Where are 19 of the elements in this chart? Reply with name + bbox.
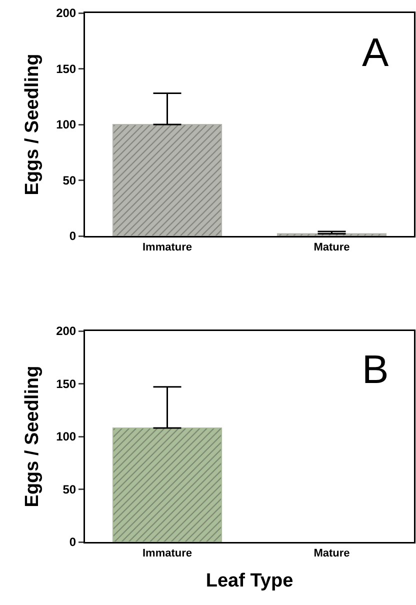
x-tick-label: Immature [142,242,192,254]
y-tick-label: 50 [62,173,76,188]
x-tick-label: Immature [142,548,192,560]
y-tick-label: 50 [62,482,76,496]
y-tick-label: 200 [56,324,76,338]
y-tick-label: 0 [69,535,76,550]
y-tick-label: 150 [56,376,76,391]
annotation: B [362,348,389,392]
y-tick-label: 0 [69,229,76,244]
y-axis-title: Eggs / Seedling [22,54,44,196]
x-tick-label: Mature [314,548,350,560]
y-tick-label: 100 [56,118,76,132]
x-axis-title: Leaf Type [206,570,294,592]
y-tick-label: 150 [56,62,76,76]
x-tick-label: Mature [314,242,350,254]
annotation: A [362,31,389,75]
y-tick-label: 200 [56,6,76,20]
y-tick-label: 100 [56,430,76,444]
y-axis-title: Eggs / Seedling [22,366,44,508]
